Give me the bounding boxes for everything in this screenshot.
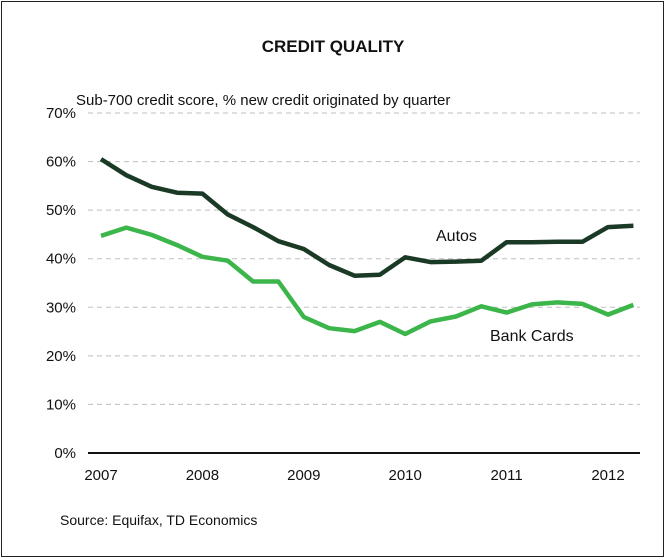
x-tick-label: 2011 [490, 467, 522, 484]
y-tick-label: 70% [46, 105, 76, 122]
series-label-bank-cards: Bank Cards [490, 328, 574, 345]
x-axis-ticks: 2007 2008 2009 2010 2011 2012 [84, 467, 624, 484]
x-tick-label: 2012 [591, 467, 624, 484]
x-tick-label: 2008 [186, 467, 219, 484]
y-tick-label: 10% [46, 396, 76, 413]
x-tick-label: 2010 [389, 467, 422, 484]
y-tick-label: 0% [54, 445, 76, 462]
series-label-autos: Autos [436, 228, 477, 245]
source-note: Source: Equifax, TD Economics [60, 512, 257, 528]
y-tick-label: 40% [46, 251, 76, 268]
chart-title: CREDIT QUALITY [262, 37, 405, 56]
x-tick-label: 2009 [287, 467, 320, 484]
series-line-autos [101, 159, 633, 276]
y-tick-label: 60% [46, 154, 76, 171]
y-tick-label: 50% [46, 202, 76, 219]
x-tick-label: 2007 [84, 467, 117, 484]
chart-subtitle: Sub-700 credit score, % new credit origi… [76, 92, 450, 109]
gridlines [88, 113, 640, 404]
y-tick-label: 30% [46, 299, 76, 316]
y-tick-label: 20% [46, 348, 76, 365]
y-axis-ticks: 0% 10% 20% 30% 40% 50% 60% 70% [46, 105, 76, 462]
